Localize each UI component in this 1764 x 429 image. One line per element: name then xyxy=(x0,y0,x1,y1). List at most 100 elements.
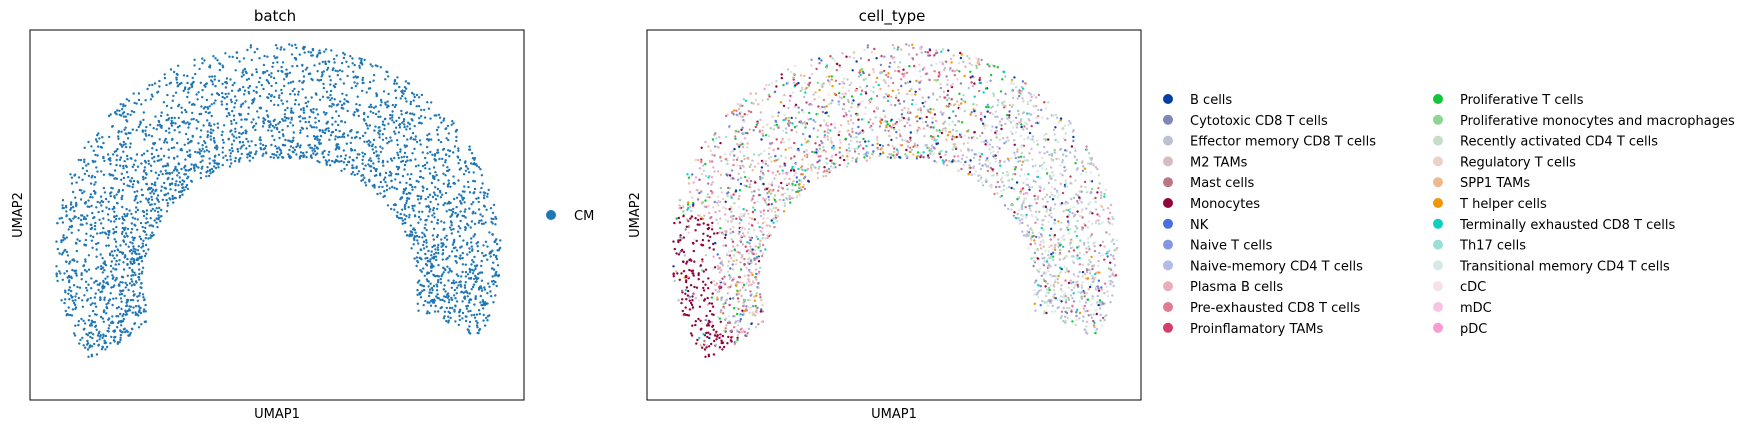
batch-data-point xyxy=(116,326,119,329)
batch-data-point xyxy=(239,105,243,108)
batch-data-point xyxy=(432,206,435,210)
cell-type-data-point xyxy=(1035,139,1039,142)
batch-data-point xyxy=(115,259,118,263)
batch-data-point xyxy=(295,145,298,149)
batch-data-point xyxy=(83,160,86,164)
batch-data-point xyxy=(195,119,198,122)
batch-data-point xyxy=(361,158,364,162)
batch-data-point xyxy=(170,116,174,120)
batch-data-point xyxy=(98,282,102,285)
cell-type-data-point xyxy=(1072,196,1076,199)
batch-data-point xyxy=(184,185,188,189)
batch-data-point xyxy=(98,201,102,204)
batch-data-point xyxy=(427,107,431,110)
batch-data-point xyxy=(316,54,319,57)
cell-type-data-point xyxy=(782,210,786,213)
batch-data-point xyxy=(157,120,161,124)
batch-data-point xyxy=(137,181,140,184)
batch-data-point xyxy=(460,194,463,197)
cell-type-data-point xyxy=(732,225,735,229)
batch-data-point xyxy=(59,272,62,275)
batch-data-point xyxy=(421,289,424,292)
batch-data-point xyxy=(358,64,361,68)
batch-data-point xyxy=(151,83,154,87)
cell-type-data-point xyxy=(1058,298,1061,302)
batch-data-point xyxy=(246,153,249,156)
cell-type-data-point xyxy=(762,125,765,129)
batch-data-point xyxy=(132,259,136,262)
batch-data-point xyxy=(248,159,251,162)
cell-type-data-point xyxy=(1049,176,1052,180)
batch-data-point xyxy=(378,126,381,129)
batch-data-point xyxy=(310,110,313,113)
batch-data-point xyxy=(117,320,121,323)
batch-data-point xyxy=(147,248,150,251)
batch-data-point xyxy=(299,131,302,134)
batch-data-point xyxy=(442,182,445,185)
cell-type-data-point xyxy=(1028,131,1032,135)
cell-type-data-point xyxy=(710,302,714,305)
batch-data-point xyxy=(345,60,348,63)
cell-type-data-point xyxy=(736,338,739,342)
cell-type-data-point xyxy=(1083,167,1087,170)
batch-data-point xyxy=(102,217,105,220)
batch-data-point xyxy=(64,204,68,208)
batch-data-point xyxy=(332,84,336,88)
batch-data-point xyxy=(307,100,310,103)
batch-data-point xyxy=(106,329,109,333)
cell-type-data-point xyxy=(1063,202,1066,205)
cell-type-data-point xyxy=(967,136,971,139)
batch-data-point xyxy=(420,195,423,198)
batch-data-point xyxy=(74,241,78,245)
cell-type-data-point xyxy=(1052,283,1055,286)
batch-data-point xyxy=(439,196,443,199)
batch-data-point xyxy=(495,270,498,274)
cell-type-data-point xyxy=(1046,150,1049,154)
batch-data-point xyxy=(480,303,483,307)
cell-type-data-point xyxy=(1081,216,1084,219)
batch-data-point xyxy=(377,110,380,113)
batch-data-point xyxy=(93,321,97,324)
batch-data-point xyxy=(98,338,101,341)
cell-type-data-point xyxy=(686,173,689,176)
batch-data-point xyxy=(100,170,103,173)
batch-data-point xyxy=(104,341,107,344)
batch-data-point xyxy=(478,286,481,290)
batch-data-point xyxy=(229,158,232,161)
cell-type-data-point xyxy=(970,173,973,177)
batch-data-point xyxy=(166,202,169,205)
batch-data-point xyxy=(451,243,455,246)
batch-data-point xyxy=(458,234,462,238)
batch-data-point xyxy=(201,96,204,99)
cell-type-data-point xyxy=(752,153,756,156)
batch-data-point xyxy=(355,103,358,106)
batch-data-point xyxy=(482,191,486,194)
batch-data-point xyxy=(437,179,440,182)
batch-data-point xyxy=(87,162,90,166)
batch-data-point xyxy=(446,166,449,169)
cell-type-data-point xyxy=(975,103,978,107)
batch-data-point xyxy=(408,233,412,236)
batch-data-point xyxy=(131,257,134,260)
batch-data-point xyxy=(111,315,114,318)
batch-data-point xyxy=(416,302,419,305)
batch-data-point xyxy=(459,254,462,257)
batch-data-point xyxy=(453,288,456,292)
batch-data-point xyxy=(70,289,73,293)
cell-type-data-point xyxy=(747,212,750,216)
batch-data-point xyxy=(155,221,158,224)
batch-data-point xyxy=(474,212,477,215)
batch-data-point xyxy=(82,344,85,347)
cell-type-data-point xyxy=(673,247,676,251)
batch-data-point xyxy=(156,90,160,94)
cell-type-data-point xyxy=(825,66,829,69)
batch-data-point xyxy=(321,130,325,134)
batch-data-point xyxy=(119,312,122,316)
batch-data-point xyxy=(445,238,449,241)
cell-type-data-point xyxy=(763,221,766,224)
cell-type-data-point xyxy=(1075,158,1079,162)
batch-data-point xyxy=(142,178,145,181)
cell-type-data-point xyxy=(1060,310,1064,313)
batch-data-point xyxy=(175,180,178,183)
batch-data-point xyxy=(419,296,423,299)
